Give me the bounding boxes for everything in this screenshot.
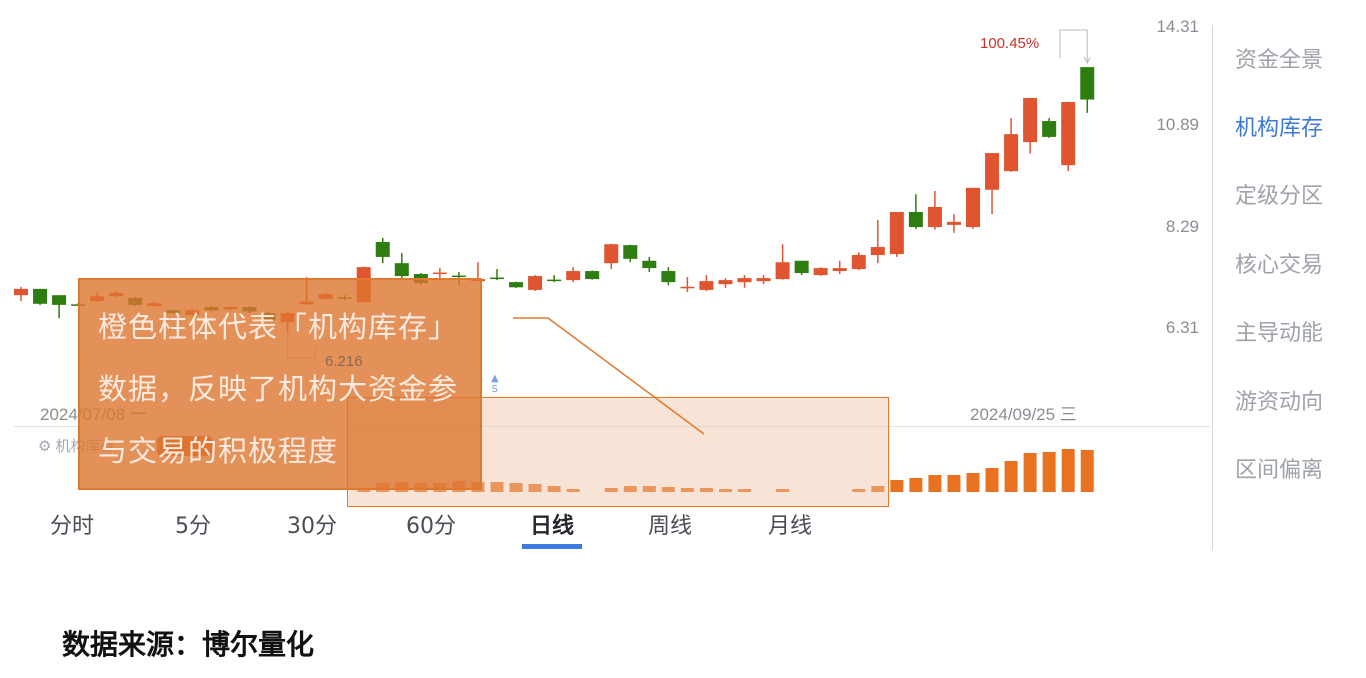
candle-body: [33, 288, 48, 304]
candle-body: [14, 288, 28, 296]
candle-body: [547, 279, 562, 282]
candle-body: [889, 211, 904, 255]
sidebar-item-fund-overview[interactable]: 资金全景: [1235, 48, 1324, 73]
inventory-bar: [1080, 450, 1094, 492]
sidebar-item-range-deviation[interactable]: 区间偏离: [1235, 458, 1324, 483]
candle-body: [756, 278, 771, 282]
inventory-bar: [985, 468, 999, 492]
inventory-bar: [852, 489, 866, 492]
tab-weekly[interactable]: 周线: [648, 514, 693, 539]
inventory-bar: [928, 475, 942, 492]
candle-body: [566, 271, 581, 281]
inventory-bar: [509, 483, 523, 492]
candle-body: [718, 280, 733, 285]
end-date: 2024/09/25 三: [970, 405, 1077, 424]
inventory-bar: [909, 478, 923, 492]
signal-label: S: [491, 384, 499, 395]
tab-daily[interactable]: 日线: [530, 514, 575, 539]
sidebar-divider: [1212, 25, 1213, 550]
candle-body: [490, 277, 504, 280]
candle-body: [794, 260, 809, 274]
inventory-bar: [566, 489, 580, 492]
data-source: 数据来源：博尔量化: [62, 628, 315, 661]
triangle-up-icon: ▲: [491, 373, 499, 384]
inventory-bar: [1042, 452, 1056, 492]
inventory-bar: [1061, 449, 1075, 492]
arrow-down-icon: [1083, 56, 1091, 65]
candle-body: [870, 247, 885, 256]
candle-body: [1061, 102, 1076, 166]
gain-marker-line: [1059, 29, 1088, 62]
candle-body: [737, 278, 752, 283]
candle-body: [966, 187, 980, 228]
inventory-bar: [680, 488, 694, 492]
candle-body: [432, 272, 447, 275]
candle-body: [585, 271, 600, 280]
inventory-bar: [718, 489, 732, 492]
candle-body: [775, 262, 790, 280]
tab-30min[interactable]: 30分: [287, 514, 337, 539]
candle-body: [623, 245, 638, 259]
inventory-bar: [528, 484, 542, 492]
candle-body: [985, 153, 1000, 190]
candle-body: [661, 271, 676, 283]
sidebar-item-grading-zone[interactable]: 定级分区: [1235, 184, 1324, 209]
sidebar-item-dominant-momentum[interactable]: 主导动能: [1235, 321, 1324, 346]
sidebar-item-core-trading[interactable]: 核心交易: [1235, 253, 1324, 278]
callout-text: 橙色柱体代表「机构库存」数据，反映了机构大资金参与交易的积极程度: [98, 310, 459, 468]
candle-body: [1004, 134, 1019, 172]
inventory-bar: [1023, 453, 1037, 492]
candle-body: [908, 211, 923, 228]
inventory-bar: [1004, 461, 1018, 492]
candle-body: [52, 295, 67, 305]
y-tick-label: 8.29: [1165, 217, 1199, 236]
candle-body: [375, 241, 390, 257]
candle-body: [832, 268, 847, 272]
inventory-bar: [871, 486, 885, 492]
inventory-bar: [890, 480, 904, 492]
candle-body: [813, 268, 828, 276]
inventory-bar: [661, 487, 675, 492]
callout-box: 橙色柱体代表「机构库存」数据，反映了机构大资金参与交易的积极程度: [78, 278, 482, 490]
inventory-bar: [642, 486, 656, 492]
candle-body: [451, 275, 466, 278]
candle-body: [680, 286, 695, 289]
inventory-bar: [490, 482, 504, 492]
inventory-bar: [623, 486, 637, 492]
gain-label: 100.45%: [980, 35, 1040, 52]
sidebar-item-institution-inventory[interactable]: 机构库存: [1235, 116, 1324, 141]
candle-body: [642, 260, 657, 269]
inventory-bar: [357, 488, 371, 492]
candle-body: [699, 281, 714, 290]
y-tick-label: 10.89: [1156, 115, 1199, 134]
tab-intraday[interactable]: 分时: [50, 514, 95, 539]
candle-body: [946, 221, 961, 225]
y-tick-label: 6.31: [1165, 318, 1199, 337]
low-price-label: 6.216: [325, 353, 363, 370]
inventory-bar: [947, 475, 961, 492]
candle-body: [509, 282, 524, 288]
inventory-bar: [699, 488, 713, 492]
inventory-bar: [966, 473, 980, 492]
candle-body: [927, 206, 942, 228]
tab-60min[interactable]: 60分: [406, 514, 456, 539]
candle-body: [851, 255, 866, 270]
candle-body: [1080, 67, 1095, 100]
tab-monthly[interactable]: 月线: [768, 514, 813, 539]
inventory-bar: [776, 489, 790, 492]
candle-body: [528, 276, 543, 290]
gear-icon[interactable]: ⚙: [38, 436, 52, 455]
tab-5min[interactable]: 5分: [175, 514, 211, 539]
candle-body: [604, 244, 619, 264]
inventory-bar: [547, 486, 561, 492]
active-tab-indicator: [522, 544, 582, 549]
candle-body: [394, 263, 409, 277]
candle-body: [1042, 121, 1057, 137]
signal-marker: ▲ S: [491, 373, 499, 395]
candle-body: [1023, 98, 1038, 143]
inventory-bar: [604, 488, 618, 492]
y-tick-label: 14.31: [1156, 17, 1199, 36]
sidebar-item-hot-money[interactable]: 游资动向: [1235, 390, 1324, 415]
inventory-bar: [738, 489, 752, 492]
